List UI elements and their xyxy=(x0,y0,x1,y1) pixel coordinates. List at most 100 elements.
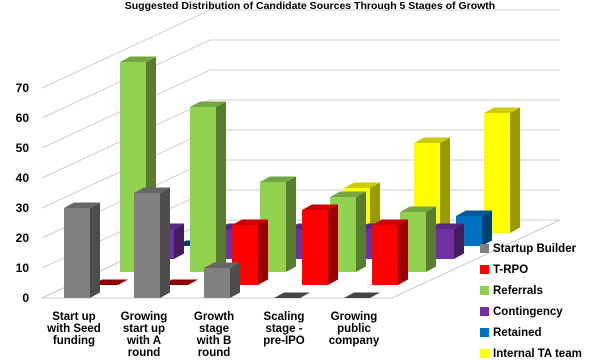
bar-top xyxy=(190,101,226,107)
y-tick-label: 70 xyxy=(16,81,30,95)
bar-top xyxy=(64,202,100,208)
legend-swatch xyxy=(480,265,489,274)
bar-top xyxy=(120,56,156,62)
bar-top xyxy=(372,219,408,225)
legend-label: Contingency xyxy=(493,306,563,318)
bar xyxy=(274,292,310,298)
x-category-label-line: round xyxy=(198,347,231,359)
x-category-label-line: public xyxy=(337,323,371,335)
y-tick-label: 50 xyxy=(16,141,30,155)
gridline xyxy=(41,69,560,149)
bar-front xyxy=(302,210,328,285)
bar-side xyxy=(440,137,450,233)
x-category-label-line: pre-IPO xyxy=(263,335,305,347)
bar-front xyxy=(64,208,90,298)
bar xyxy=(302,204,338,285)
legend-item: Startup Builder xyxy=(480,243,577,255)
gridline xyxy=(41,9,560,89)
bar-top xyxy=(484,107,520,113)
bar-side xyxy=(454,223,464,259)
bar-top xyxy=(344,292,380,298)
x-category-label-line: Growing xyxy=(331,311,378,323)
bar-side xyxy=(160,187,170,298)
bar xyxy=(64,202,100,298)
gridline xyxy=(41,39,560,119)
bar-front xyxy=(190,107,216,272)
legend-item: Contingency xyxy=(480,306,563,318)
bar xyxy=(428,223,464,259)
bar-side xyxy=(370,182,380,233)
legend-swatch xyxy=(480,349,489,358)
bar xyxy=(190,101,226,272)
bar xyxy=(344,292,380,298)
x-category-label-line: Growing xyxy=(121,311,168,323)
legend-item: Retained xyxy=(480,327,542,339)
bar xyxy=(92,279,128,285)
x-category-label-line: stage xyxy=(199,323,229,335)
bar-side xyxy=(328,204,338,285)
bar-top xyxy=(204,262,240,268)
bar-side xyxy=(510,107,520,233)
bar xyxy=(456,210,492,246)
bar xyxy=(372,219,408,285)
bar xyxy=(134,187,170,298)
bar-side xyxy=(398,219,408,285)
bar-side xyxy=(230,262,240,298)
y-tick-label: 10 xyxy=(16,261,30,275)
bar-side xyxy=(258,219,268,285)
bar-side xyxy=(482,210,492,246)
x-category-label-line: round xyxy=(128,347,161,359)
gridline xyxy=(41,99,560,179)
bar-top xyxy=(134,187,170,193)
legend-swatch xyxy=(480,307,489,316)
bar-side xyxy=(216,101,226,272)
legend-label: Referrals xyxy=(493,285,543,297)
legend-item: T-RPO xyxy=(480,264,528,276)
x-category-label-line: company xyxy=(329,335,380,347)
bar-front xyxy=(134,193,160,298)
bar-front xyxy=(372,225,398,285)
bar-side xyxy=(174,223,184,259)
bar-top xyxy=(92,279,128,285)
x-category-label-line: funding xyxy=(53,335,95,347)
chart-title: Suggested Distribution of Candidate Sour… xyxy=(125,0,495,12)
bar xyxy=(162,279,198,285)
y-tick-label: 20 xyxy=(16,231,30,245)
bar-top xyxy=(344,182,380,188)
legend-swatch xyxy=(480,244,489,253)
legend-swatch xyxy=(480,286,489,295)
x-category-label-line: stage - xyxy=(265,323,302,335)
bar-side xyxy=(356,191,366,272)
y-tick-label: 0 xyxy=(22,291,29,305)
bar xyxy=(204,262,240,298)
legend-label: Startup Builder xyxy=(493,243,577,255)
bar-top xyxy=(260,176,296,182)
bar-side xyxy=(90,202,100,298)
y-tick-label: 40 xyxy=(16,171,30,185)
bar-side xyxy=(286,176,296,272)
bar-top xyxy=(400,206,436,212)
legend-item: Referrals xyxy=(480,285,543,297)
legend-label: Retained xyxy=(493,327,542,339)
legend-label: T-RPO xyxy=(493,264,528,276)
x-category-label-line: Start up xyxy=(52,311,95,323)
x-category-label-line: start up xyxy=(123,323,165,335)
x-category-label-line: with B xyxy=(196,335,232,347)
bar-top xyxy=(330,191,366,197)
bar-top xyxy=(428,223,464,229)
x-category-label-line: Growth xyxy=(194,311,234,323)
bar-top xyxy=(162,279,198,285)
x-category-label-line: with Seed xyxy=(46,323,101,335)
legend-label: Internal TA team xyxy=(493,348,582,360)
bar-top xyxy=(456,210,492,216)
bar-front xyxy=(204,268,230,298)
bar-top xyxy=(274,292,310,298)
y-tick-label: 60 xyxy=(16,111,30,125)
